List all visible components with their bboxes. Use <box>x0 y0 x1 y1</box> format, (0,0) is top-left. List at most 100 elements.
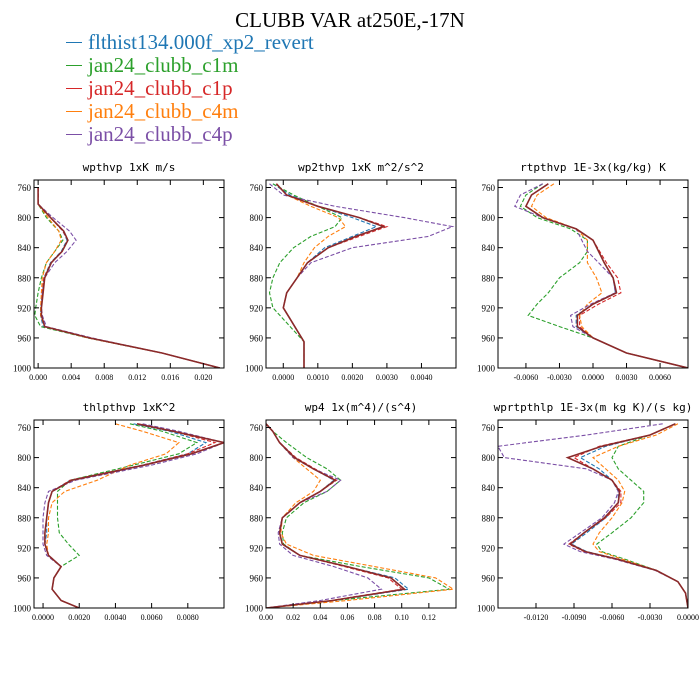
series-line <box>46 423 180 608</box>
series-line <box>275 183 386 368</box>
series-lines <box>42 423 224 608</box>
x-tick-label: 0.02 <box>286 613 300 622</box>
panel-frame <box>33 179 225 369</box>
x-tick-label: -0.0120 <box>524 613 549 622</box>
series-line <box>37 187 221 368</box>
x-tick-label: 0.0060 <box>649 373 671 382</box>
x-tick-label: 0.08 <box>368 613 382 622</box>
series-line <box>37 187 221 368</box>
x-tick-label: 0.0030 <box>616 373 638 382</box>
chart-panel: rtpthvp 1E-3x(kg/kg) K 760 800 840 880 920 960… <box>477 161 689 382</box>
y-tick-label: 880 <box>250 513 264 523</box>
x-tick-label: -0.0060 <box>600 613 625 622</box>
legend: flthist134.000f_xp2_revert jan24_clubb_c1… <box>66 30 314 146</box>
y-tick-label: 920 <box>482 543 496 553</box>
series-line <box>268 183 343 368</box>
series-line <box>51 423 199 608</box>
y-tick-label: 1000 <box>13 364 32 374</box>
x-tick-label: 0.00 <box>259 613 273 622</box>
panel-frame <box>33 419 225 609</box>
legend-item: jan24_clubb_c4p <box>66 122 314 146</box>
series-line <box>266 423 452 608</box>
legend-item: flthist134.000f_xp2_revert <box>66 30 314 54</box>
y-tick-label: 920 <box>482 303 496 313</box>
legend-line-swatch <box>66 42 82 43</box>
figure-title: CLUBB VAR at250E,-17N <box>235 8 465 32</box>
y-tick-label: 880 <box>18 513 32 523</box>
y-tick-label: 800 <box>18 213 32 223</box>
series-line <box>524 183 688 368</box>
series-line <box>525 183 688 368</box>
y-tick-label: 960 <box>18 573 32 583</box>
series-line <box>275 183 389 368</box>
legend-line-swatch <box>66 88 82 89</box>
y-tick-label: 760 <box>250 423 264 433</box>
y-tick-label: 840 <box>482 243 496 253</box>
panel-title: rtpthvp 1E-3x(kg/kg) K <box>520 161 666 174</box>
y-tick-label: 800 <box>482 453 496 463</box>
series-line <box>266 423 407 608</box>
y-tick-label: 840 <box>18 483 32 493</box>
series-line <box>266 423 403 608</box>
series-line <box>530 183 688 368</box>
y-tick-label: 1000 <box>245 364 264 374</box>
x-tick-label: 0.12 <box>422 613 436 622</box>
series-line <box>37 187 221 368</box>
legend-label: flthist134.000f_xp2_revert <box>88 30 314 54</box>
y-tick-label: 1000 <box>245 604 264 614</box>
x-tick-label: 0.0030 <box>376 373 398 382</box>
chart-panel: wp2thvp 1xK m^2/s^2 760 800 840 880 920 960 100… <box>245 161 457 382</box>
series-line <box>514 183 688 368</box>
x-tick-label: 0.012 <box>128 373 146 382</box>
chart-panel: thlpthvp 1xK^276080084088092096010000.00… <box>13 401 225 622</box>
series-line <box>525 183 688 368</box>
x-tick-label: 0.0040 <box>104 613 126 622</box>
legend-label: jan24_clubb_c4m <box>88 99 239 123</box>
series-line <box>44 423 217 608</box>
panel-title: wp2thvp 1xK m^2/s^2 <box>298 161 424 174</box>
series-lines <box>266 423 455 608</box>
legend-line-swatch <box>66 134 82 135</box>
chart-panel: wprtpthlp 1E-3x(m kg K)/(s kg) 760 800 840 8… <box>477 401 699 622</box>
x-tick-label: 0.0000 <box>32 613 54 622</box>
series-lines <box>268 183 455 368</box>
x-tick-label: 0.0000 <box>582 373 604 382</box>
x-tick-label: 0.0000 <box>272 373 294 382</box>
series-line <box>34 187 221 368</box>
x-tick-label: 0.0020 <box>68 613 90 622</box>
y-tick-label: 960 <box>482 573 496 583</box>
y-tick-label: 1000 <box>477 364 496 374</box>
legend-label: jan24_clubb_c1m <box>88 53 239 77</box>
y-tick-label: 800 <box>250 453 264 463</box>
panel-title: wprtpthlp 1E-3x(m kg K)/(s kg) <box>494 401 693 414</box>
panel-frame <box>265 419 457 609</box>
series-line <box>37 187 221 368</box>
series-line <box>498 423 688 608</box>
x-tick-label: 0.0080 <box>177 613 199 622</box>
series-line <box>266 423 455 608</box>
y-tick-label: 800 <box>18 453 32 463</box>
panel-frame <box>497 179 689 369</box>
x-tick-label: 0.0000 <box>677 613 699 622</box>
series-line <box>37 187 221 368</box>
legend-item: jan24_clubb_c1p <box>66 76 314 100</box>
y-tick-label: 960 <box>482 333 496 343</box>
legend-label: jan24_clubb_c4p <box>88 122 233 146</box>
y-tick-label: 880 <box>482 273 496 283</box>
series-line <box>519 183 688 368</box>
x-tick-label: 0.04 <box>313 613 327 622</box>
series-line <box>269 183 455 368</box>
panel-frame <box>497 419 689 609</box>
y-tick-label: 800 <box>250 213 264 223</box>
x-tick-label: -0.0090 <box>562 613 587 622</box>
x-tick-label: 0.004 <box>62 373 80 382</box>
series-line <box>44 423 224 608</box>
panel-frame <box>265 179 457 369</box>
legend-item: jan24_clubb_c1m <box>66 53 314 77</box>
panel-title: wpthvp 1xK m/s <box>83 161 176 174</box>
x-tick-label: 0.0020 <box>341 373 363 382</box>
series-lines <box>514 183 688 368</box>
x-tick-label: 0.000 <box>29 373 47 382</box>
chart-panel: wp4 1x(m^4)/(s^4)76080084088092096010000… <box>245 401 457 622</box>
